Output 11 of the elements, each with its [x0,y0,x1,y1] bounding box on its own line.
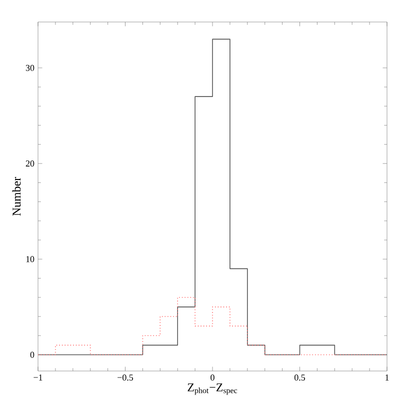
y-axis-title: Number [12,177,21,216]
x-tick-label: 0.5 [294,374,306,381]
x-axis-title: Z$_{phot}$−Z$_{spec}$ [188,383,238,395]
y-tick-label: 30 [26,64,34,71]
y-tick-label: 10 [26,256,34,262]
x-tick-label: −0.5 [118,374,134,381]
x-tick-label: 1 [386,374,389,380]
x-tick-label: −1 [34,374,42,380]
y-tick-label: 0 [30,352,34,358]
y-tick-label: 20 [26,160,34,167]
x-tick-label: 0 [210,374,214,381]
